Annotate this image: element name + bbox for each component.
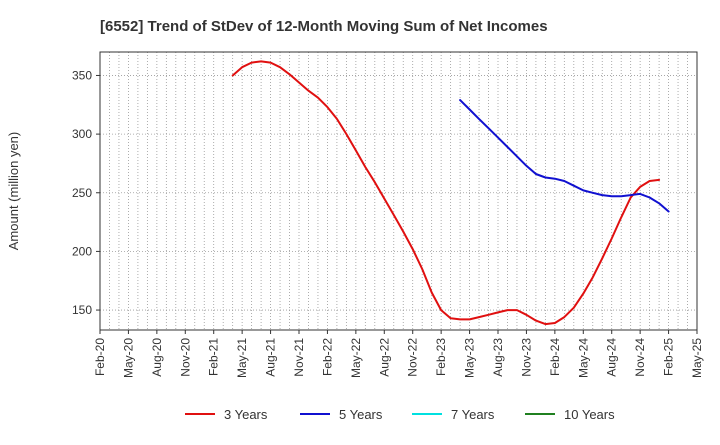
x-tick-label: Feb-24: [548, 338, 562, 376]
y-tick-label: 200: [72, 244, 92, 258]
y-tick-label: 350: [72, 68, 92, 82]
x-tick-label: Aug-23: [491, 338, 505, 377]
legend-label-7-years: 7 Years: [451, 407, 495, 422]
x-tick-label: Aug-22: [377, 338, 391, 377]
axis-layer: 150 200 250 300 350 Feb-20 May-20 Aug-20 Nov-20 F…: [72, 51, 704, 378]
x-tick-label: May-22: [349, 338, 363, 378]
legend-layer: 3 Years 5 Years 7 Years 10 Years: [185, 407, 615, 422]
y-axis-label: Amount (million yen): [6, 132, 21, 251]
x-tick-label: May-21: [235, 338, 249, 378]
x-tick-label: Feb-23: [434, 338, 448, 376]
legend-label-3-years: 3 Years: [224, 407, 268, 422]
plot-frame: [99, 51, 698, 331]
series-layer: [231, 60, 670, 326]
x-tick-label: Nov-24: [633, 338, 647, 377]
series-line-5-years: [459, 99, 670, 213]
chart-title: [6552] Trend of StDev of 12-Month Moving…: [100, 18, 548, 35]
x-tick-label: Feb-25: [662, 338, 676, 376]
x-tick-label: Nov-20: [178, 338, 192, 377]
plot-area: [100, 52, 697, 330]
x-tick-label: Aug-21: [264, 338, 278, 377]
x-tick-label: Nov-23: [519, 338, 533, 377]
grid-layer: [99, 52, 698, 330]
x-tick-label: Feb-20: [93, 338, 107, 376]
legend-label-5-years: 5 Years: [339, 407, 383, 422]
x-tick-label: Nov-22: [406, 338, 420, 377]
x-tick-label: May-24: [576, 338, 590, 378]
x-tick-label: Nov-21: [292, 338, 306, 377]
x-tick-label: May-20: [121, 338, 135, 378]
x-tick-label: Aug-20: [150, 338, 164, 377]
x-tick-label: Feb-22: [320, 338, 334, 376]
y-tick-label: 300: [72, 127, 92, 141]
x-tick-label: Feb-21: [207, 338, 221, 376]
legend-label-10-years: 10 Years: [564, 407, 615, 422]
series-line-3-years: [231, 60, 661, 326]
x-tick-label: May-23: [463, 338, 477, 378]
x-tick-label: May-25: [690, 338, 704, 378]
x-tick-label: Aug-24: [605, 338, 619, 377]
y-tick-label: 150: [72, 303, 92, 317]
y-tick-label: 250: [72, 186, 92, 200]
